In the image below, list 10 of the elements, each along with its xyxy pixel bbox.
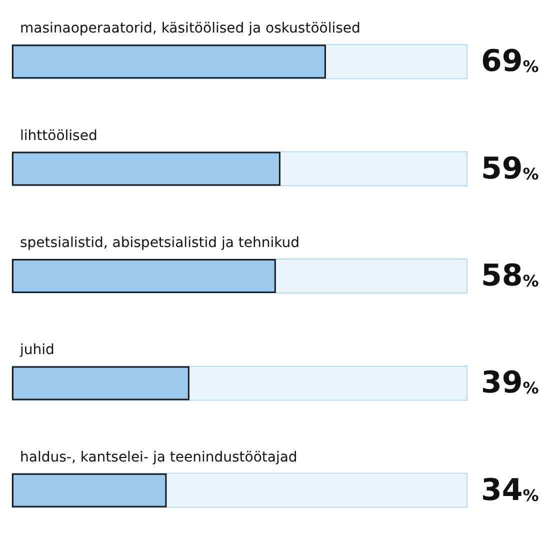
y-tick-label: haldus-, kantselei- ja teenindustöötajad (20, 449, 298, 466)
data-label: 69% (481, 44, 539, 80)
data-label: 59% (481, 151, 539, 186)
data-label: 58% (481, 258, 539, 294)
y-tick-label: masinaoperaatorid, käsitöölised ja oskustöölised (20, 20, 360, 37)
y-tick-label: lihttöölised (20, 128, 98, 144)
y-tick-label: juhid (19, 342, 54, 358)
data-label: 39% (481, 366, 539, 401)
y-tick-label: spetsialistid, abispetsialistid ja tehnikud (20, 235, 300, 251)
data-label: 34% (481, 472, 539, 508)
